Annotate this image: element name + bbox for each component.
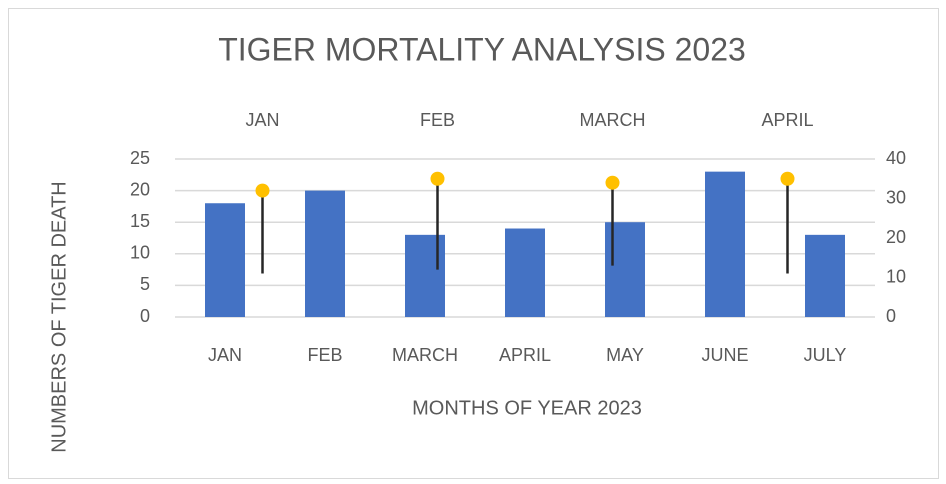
point bbox=[780, 171, 795, 186]
x-tick-label: JULY bbox=[804, 345, 847, 365]
y-tick-label: 25 bbox=[130, 148, 150, 168]
bar bbox=[605, 222, 645, 317]
bar bbox=[305, 190, 345, 317]
y2-tick-label: 20 bbox=[886, 227, 906, 247]
bar bbox=[205, 203, 245, 317]
y2-tick-label: 0 bbox=[886, 306, 896, 326]
x-tick-label: MARCH bbox=[392, 345, 458, 365]
bar bbox=[705, 171, 745, 317]
x-tick-label: APRIL bbox=[499, 345, 551, 365]
y-tick-label: 5 bbox=[140, 274, 150, 294]
x2-tick-label: APRIL bbox=[761, 110, 813, 130]
chart-title: TIGER MORTALITY ANALYSIS 2023 bbox=[218, 31, 746, 67]
y2-tick-label: 40 bbox=[886, 148, 906, 168]
point bbox=[255, 183, 270, 198]
x2-tick-label: JAN bbox=[245, 110, 279, 130]
bar bbox=[805, 234, 845, 317]
x2-tick-label: FEB bbox=[420, 110, 455, 130]
bar bbox=[505, 228, 545, 317]
chart-frame bbox=[8, 8, 939, 479]
y-tick-label: 20 bbox=[130, 179, 150, 199]
x-tick-label: JUNE bbox=[701, 345, 748, 365]
x-tick-label: JAN bbox=[208, 345, 242, 365]
bar bbox=[405, 234, 445, 317]
y-tick-label: 0 bbox=[140, 306, 150, 326]
x-tick-label: FEB bbox=[307, 345, 342, 365]
y-tick-label: 10 bbox=[130, 243, 150, 263]
y2-tick-label: 10 bbox=[886, 266, 906, 286]
point bbox=[430, 171, 445, 186]
x-tick-label: MAY bbox=[606, 345, 644, 365]
y-tick-label: 15 bbox=[130, 211, 150, 231]
point bbox=[605, 175, 620, 190]
y-axis-label: NUMBERS OF TIGER DEATH bbox=[48, 181, 70, 453]
y2-tick-label: 30 bbox=[886, 187, 906, 207]
x-axis-label: MONTHS OF YEAR 2023 bbox=[412, 397, 642, 419]
x2-tick-label: MARCH bbox=[580, 110, 646, 130]
